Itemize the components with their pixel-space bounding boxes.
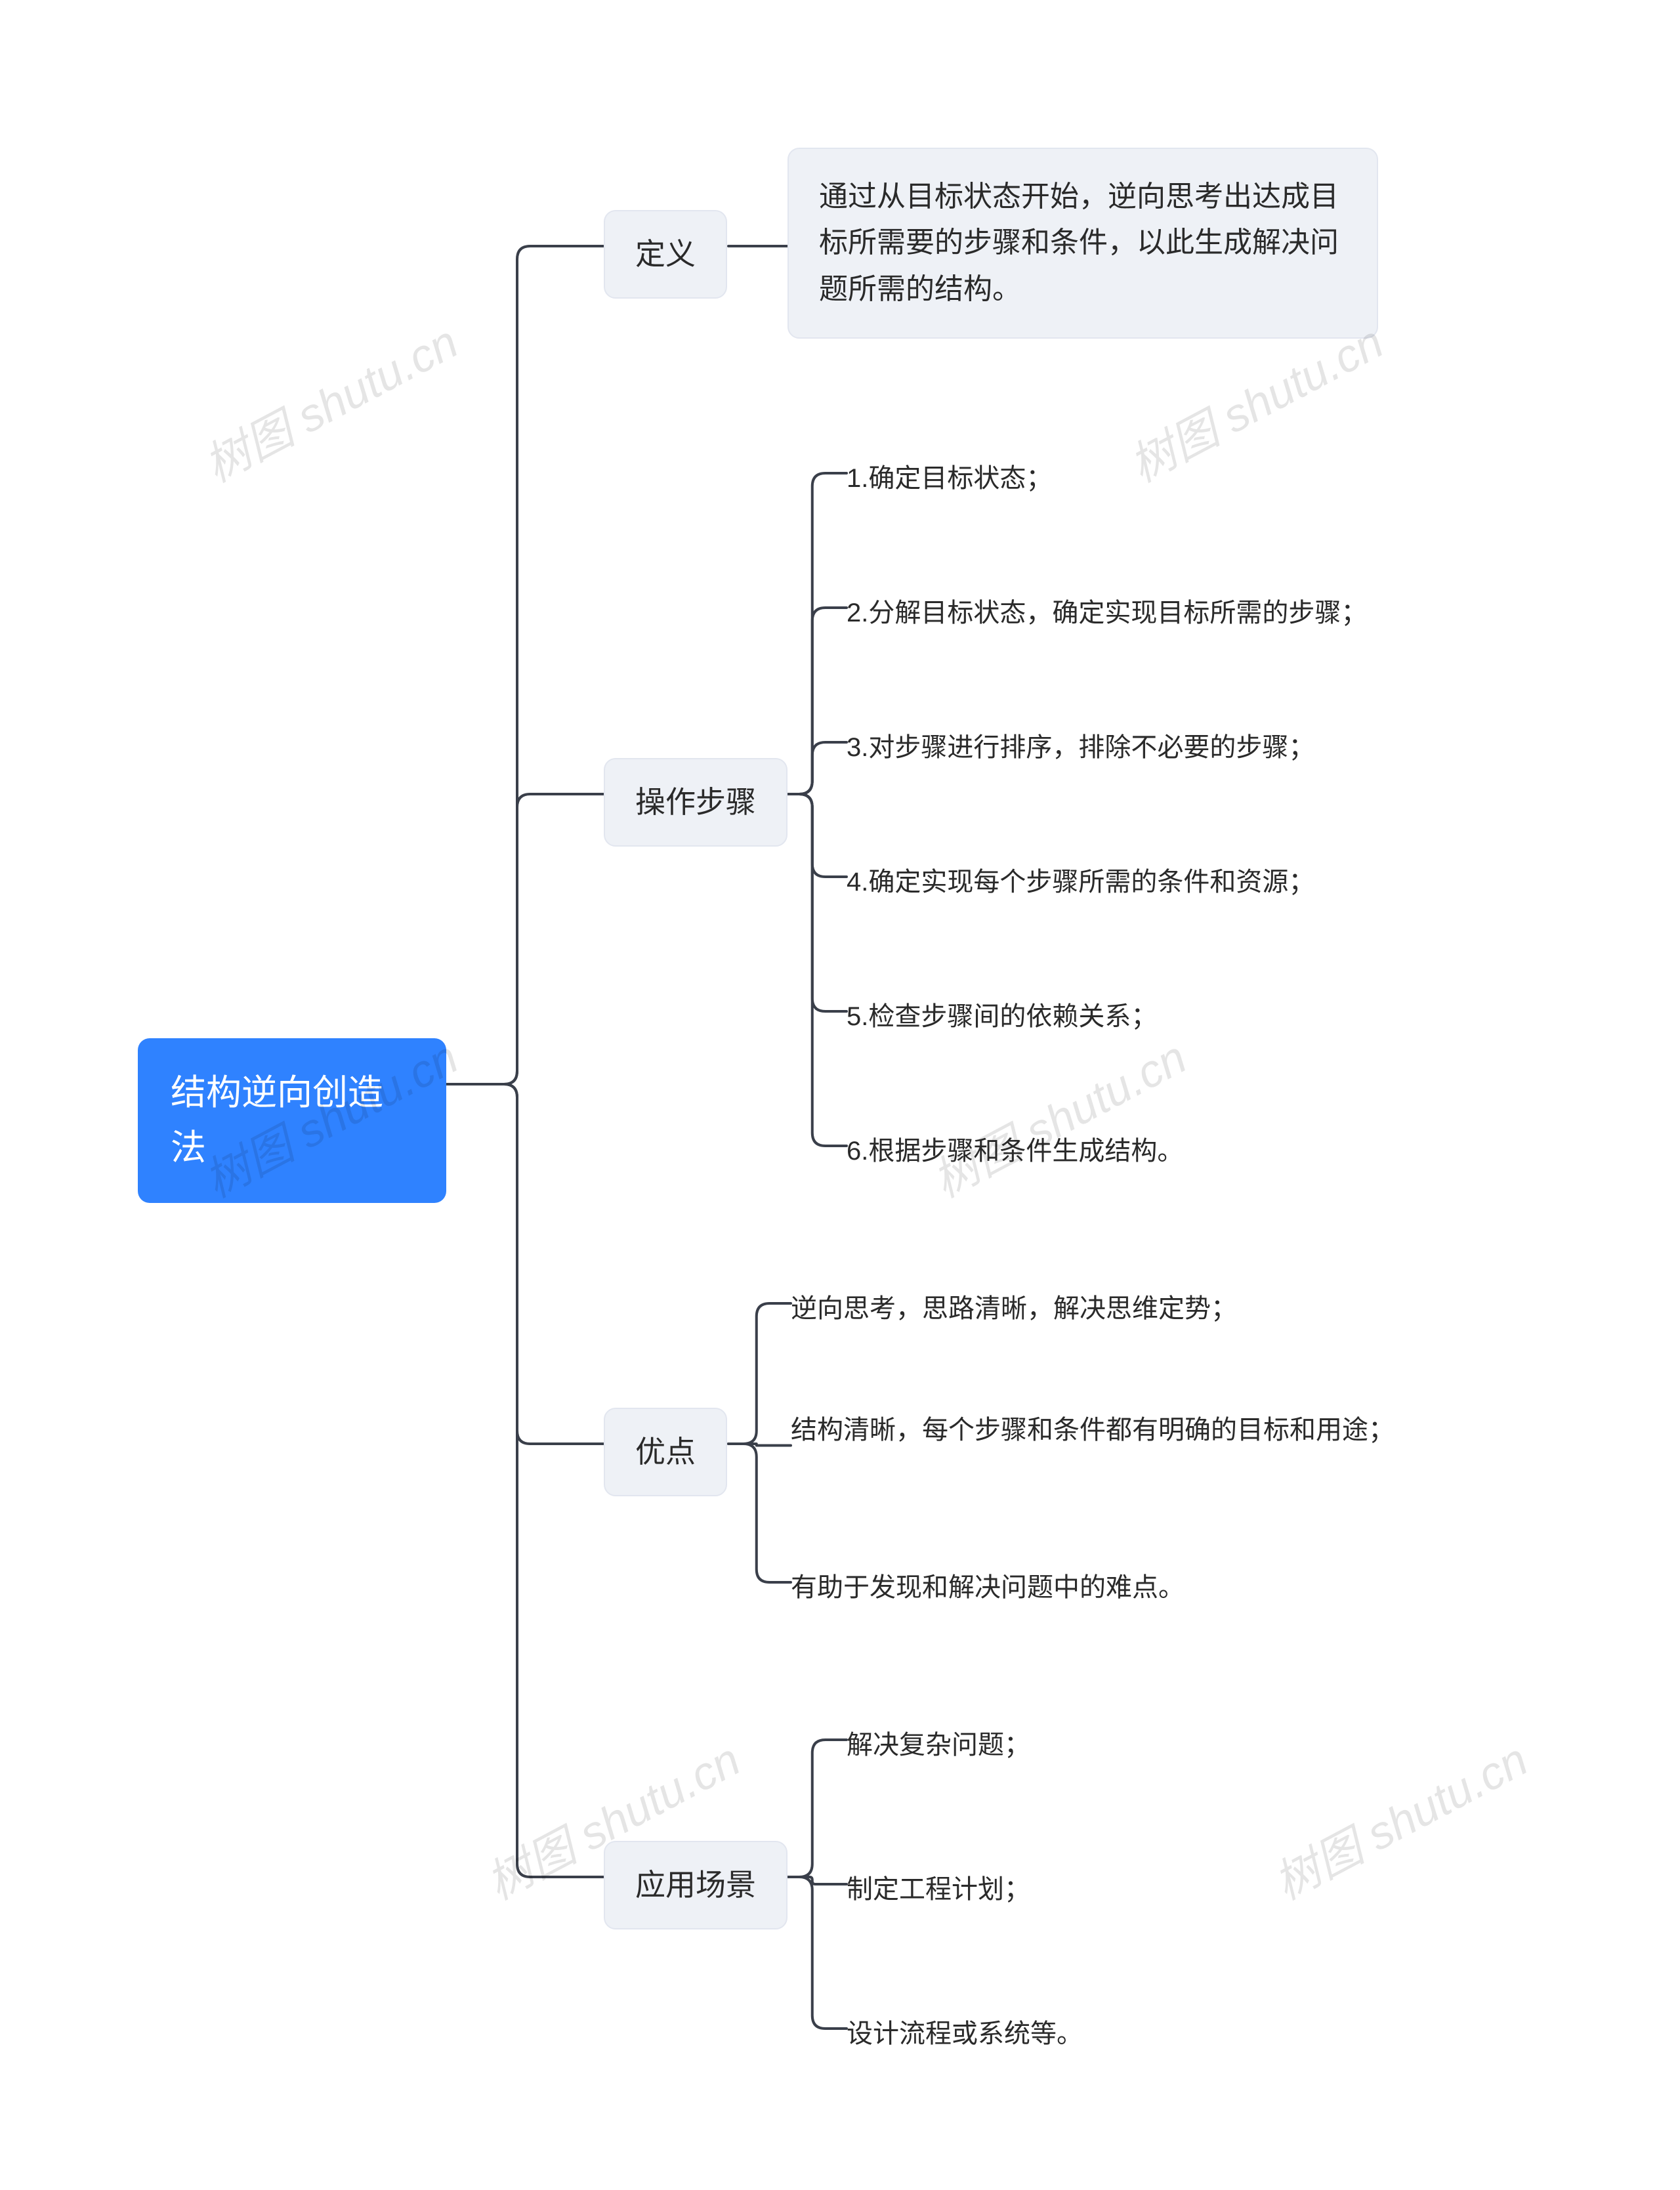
leaf-scenarios-2: 设计流程或系统等。: [847, 2008, 1083, 2059]
leaf-advantages-0: 逆向思考，思路清晰，解决思维定势；: [791, 1283, 1237, 1334]
leaf-steps-1: 2.分解目标状态，确定实现目标所需的步骤；: [847, 587, 1367, 639]
root-node[interactable]: 结构逆向创造法: [138, 1038, 446, 1203]
leaf-advantages-1: 结构清晰，每个步骤和条件都有明确的目标和用途；: [791, 1404, 1395, 1456]
leaf-steps-2: 3.对步骤进行排序，排除不必要的步骤；: [847, 722, 1314, 773]
leaf-scenarios-0: 解决复杂问题；: [847, 1719, 1030, 1771]
branch-steps[interactable]: 操作步骤: [604, 758, 788, 847]
leaf-definition: 通过从目标状态开始，逆向思考出达成目标所需要的步骤和条件，以此生成解决问题所需的…: [788, 148, 1378, 339]
leaf-scenarios-1: 制定工程计划；: [847, 1864, 1030, 1915]
watermark: 树图 shutu.cn: [1261, 1723, 1538, 1912]
leaf-steps-0: 1.确定目标状态；: [847, 453, 1052, 504]
leaf-steps-3: 4.确定实现每个步骤所需的条件和资源；: [847, 856, 1314, 908]
leaf-steps-5: 6.根据步骤和条件生成结构。: [847, 1126, 1183, 1177]
leaf-steps-4: 5.检查步骤间的依赖关系；: [847, 991, 1157, 1042]
watermark: 树图 shutu.cn: [191, 306, 468, 495]
branch-advantages[interactable]: 优点: [604, 1408, 727, 1496]
branch-definition[interactable]: 定义: [604, 210, 727, 299]
watermark: 树图 shutu.cn: [919, 1021, 1196, 1210]
leaf-advantages-2: 有助于发现和解决问题中的难点。: [791, 1562, 1185, 1613]
branch-scenarios[interactable]: 应用场景: [604, 1841, 788, 1929]
